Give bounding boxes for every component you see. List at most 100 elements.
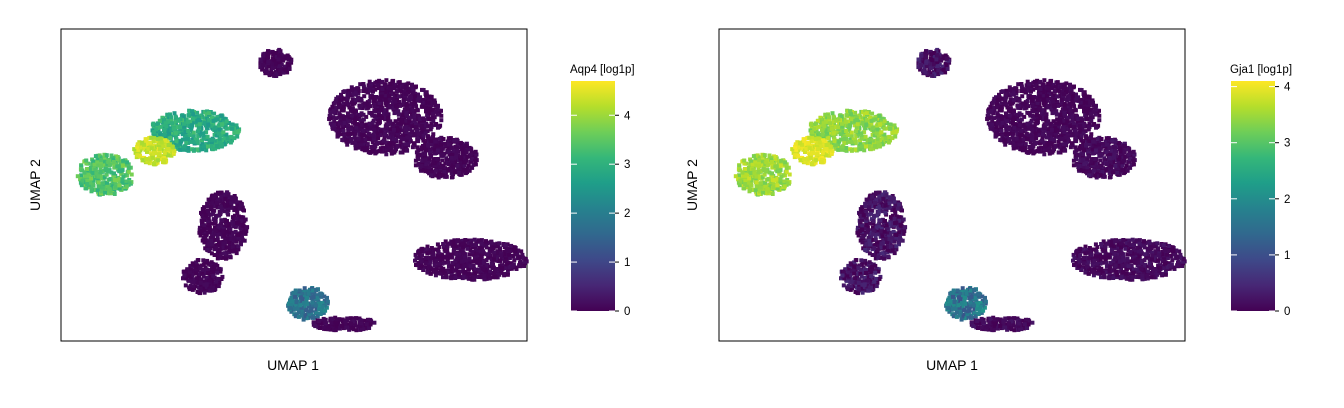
colorbar-tick-label: 3	[624, 159, 630, 171]
umap-point	[210, 243, 214, 247]
umap-point	[277, 53, 281, 57]
umap-point	[468, 276, 472, 280]
umap-point	[114, 185, 118, 189]
umap-point	[188, 287, 192, 291]
umap-point	[461, 241, 465, 245]
umap-point	[384, 102, 388, 106]
umap-point	[226, 203, 230, 207]
umap-point	[809, 123, 813, 127]
umap-point	[295, 300, 299, 304]
umap-point	[854, 129, 858, 133]
umap-point	[421, 116, 425, 120]
umap-point	[504, 243, 508, 247]
umap-point	[383, 132, 387, 136]
umap-point	[158, 147, 162, 151]
umap-point	[354, 328, 358, 332]
umap-point	[439, 118, 443, 122]
colorbar-tick-label: 0	[624, 306, 630, 318]
umap-point	[785, 166, 789, 170]
umap-point	[239, 203, 243, 207]
umap-point	[85, 167, 89, 171]
umap-point	[385, 112, 389, 116]
umap-point	[239, 230, 243, 234]
umap-point	[231, 215, 235, 219]
umap-point	[172, 127, 176, 131]
umap-point	[376, 119, 380, 123]
umap-point	[130, 173, 134, 177]
umap-point	[210, 222, 214, 226]
umap-point	[310, 301, 314, 305]
umap-point	[894, 130, 898, 134]
umap-point	[174, 131, 178, 135]
umap-point	[411, 109, 415, 113]
umap-point	[190, 125, 194, 129]
umap-point	[436, 126, 440, 130]
umap-point	[342, 129, 346, 133]
umap-point	[221, 130, 225, 134]
umap-point	[201, 220, 205, 224]
umap-point	[469, 264, 473, 268]
umap-point	[822, 124, 826, 128]
umap-point	[214, 246, 218, 250]
umap-point	[117, 183, 121, 187]
umap-point	[284, 68, 288, 72]
umap-point	[459, 256, 463, 260]
umap-points-gja1	[734, 48, 1187, 332]
umap-point	[347, 119, 351, 123]
umap-point	[165, 113, 169, 117]
umap-point	[272, 74, 276, 78]
umap-point	[821, 133, 825, 137]
umap-point	[850, 149, 854, 153]
umap-point	[245, 226, 249, 230]
umap-point	[211, 212, 215, 216]
umap-point	[212, 265, 216, 269]
umap-point	[170, 121, 174, 125]
umap-point	[343, 121, 347, 125]
umap-point	[763, 153, 767, 157]
umap-point	[195, 276, 199, 280]
umap-point	[351, 103, 355, 107]
umap-point	[433, 140, 437, 144]
umap-point	[878, 143, 882, 147]
umap-point	[154, 151, 158, 155]
umap-point	[757, 170, 761, 174]
umap-point	[431, 112, 435, 116]
umap-point	[779, 164, 783, 168]
umap-point	[385, 144, 389, 148]
umap-point	[441, 267, 445, 271]
umap-point	[419, 164, 423, 168]
umap-point	[327, 117, 331, 121]
umap-point	[216, 117, 220, 121]
umap-point	[226, 223, 230, 227]
umap-point	[447, 162, 451, 166]
umap-point	[436, 157, 440, 161]
umap-point	[887, 141, 891, 145]
umap-point	[454, 145, 458, 149]
umap-point	[346, 93, 350, 97]
umap-point	[202, 137, 206, 141]
umap-point	[439, 114, 443, 118]
umap-point	[436, 242, 440, 246]
umap-point	[771, 192, 775, 196]
umap-point	[369, 86, 373, 90]
umap-point	[136, 142, 140, 146]
umap-point	[442, 137, 446, 141]
umap-point	[441, 242, 445, 246]
umap-point	[266, 49, 270, 53]
umap-point	[396, 128, 400, 132]
umap-point	[271, 56, 275, 60]
umap-point	[219, 195, 223, 199]
umap-point	[219, 114, 223, 118]
umap-point	[225, 219, 229, 223]
umap-point	[299, 295, 303, 299]
umap-point	[226, 211, 230, 215]
umap-point	[420, 260, 424, 264]
umap-point	[201, 258, 205, 262]
umap-point	[306, 291, 310, 295]
umap-point	[404, 112, 408, 116]
umap-point	[82, 171, 86, 175]
umap-point	[271, 66, 275, 70]
umap-point	[271, 52, 275, 56]
umap-point	[211, 274, 215, 278]
umap-point	[210, 138, 214, 142]
